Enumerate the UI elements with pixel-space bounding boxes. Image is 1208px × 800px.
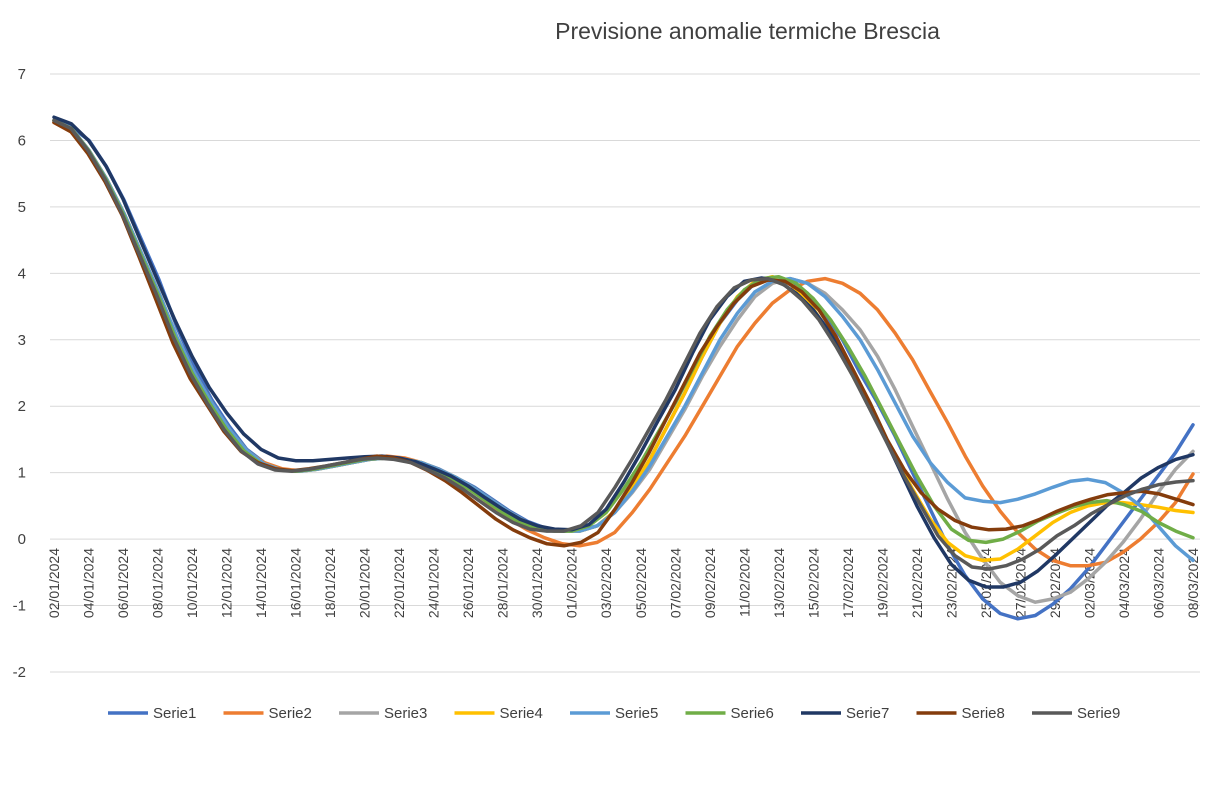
x-tick-label: 13/02/2024 <box>771 548 787 618</box>
x-tick-label: 21/02/2024 <box>909 548 925 618</box>
legend-label: Serie4 <box>500 705 543 722</box>
chart-title: Previsione anomalie termiche Brescia <box>555 18 940 44</box>
legend-label: Serie2 <box>269 705 312 722</box>
x-tick-label: 17/02/2024 <box>840 548 856 618</box>
legend: Serie1 Serie2 Serie3 Serie4 Serie5 Serie6 Seri… <box>108 705 1120 722</box>
y-tick-label: 7 <box>18 66 26 83</box>
x-tick-label: 08/03/2024 <box>1185 548 1201 618</box>
x-tick-label: 10/01/2024 <box>184 548 200 618</box>
series-line-serie5 <box>52 118 1195 563</box>
legend-label: Serie9 <box>1077 705 1120 722</box>
series-line-serie7 <box>52 115 1195 589</box>
x-tick-label: 11/02/2024 <box>736 548 752 617</box>
x-tick-label: 20/01/2024 <box>357 548 373 618</box>
x-tick-label: 02/01/2024 <box>46 548 62 618</box>
x-tick-label: 06/03/2024 <box>1150 548 1166 618</box>
legend-label: Serie8 <box>962 705 1005 722</box>
y-tick-label: 4 <box>18 265 26 282</box>
x-tick-label: 23/02/2024 <box>943 548 959 618</box>
legend-item-serie1: Serie1 <box>108 705 196 722</box>
legend-item-serie3: Serie3 <box>339 705 427 722</box>
y-tick-label: 6 <box>18 132 26 149</box>
x-tick-label: 26/01/2024 <box>460 548 476 618</box>
x-tick-label: 28/01/2024 <box>495 548 511 618</box>
x-tick-label: 03/02/2024 <box>598 548 614 618</box>
x-tick-label: 19/02/2024 <box>874 548 890 618</box>
x-tick-label: 06/01/2024 <box>115 548 131 618</box>
legend-item-serie6: Serie6 <box>685 705 774 722</box>
x-tick-label: 14/01/2024 <box>253 548 269 618</box>
x-tick-label: 30/01/2024 <box>529 548 545 618</box>
legend-item-serie5: Serie5 <box>570 705 658 722</box>
x-tick-label: 18/01/2024 <box>322 548 338 618</box>
y-tick-label: -2 <box>13 664 26 681</box>
x-tick-label: 04/03/2024 <box>1116 548 1132 618</box>
x-tick-label: 07/02/2024 <box>667 548 683 618</box>
series-line-serie9 <box>52 118 1195 571</box>
x-tick-label: 04/01/2024 <box>81 548 97 618</box>
legend-item-serie4: Serie4 <box>454 705 543 722</box>
legend-label: Serie3 <box>384 705 427 722</box>
legend-item-serie9: Serie9 <box>1032 705 1120 722</box>
x-axis-ticks: 02/01/2024 04/01/2024 06/01/2024 08/01/2024… <box>46 548 1201 618</box>
legend-label: Serie1 <box>153 705 196 722</box>
y-tick-label: 0 <box>18 531 26 548</box>
y-axis-ticks: -2 -1 0 1 2 3 4 5 6 7 <box>13 66 26 681</box>
legend-item-serie7: Serie7 <box>801 705 889 722</box>
legend-label: Serie6 <box>731 705 774 722</box>
x-tick-label: 12/01/2024 <box>219 548 235 618</box>
series-lines <box>52 115 1195 621</box>
legend-label: Serie5 <box>615 705 658 722</box>
x-tick-label: 08/01/2024 <box>150 548 166 618</box>
x-tick-label: 15/02/2024 <box>805 548 821 618</box>
x-tick-label: 16/01/2024 <box>288 548 304 618</box>
y-tick-label: 2 <box>18 398 26 415</box>
x-tick-label: 24/01/2024 <box>426 548 442 618</box>
y-tick-label: -1 <box>13 598 26 615</box>
legend-item-serie8: Serie8 <box>916 705 1005 722</box>
x-tick-label: 22/01/2024 <box>391 548 407 618</box>
legend-label: Serie7 <box>846 705 889 722</box>
legend-item-serie2: Serie2 <box>223 705 312 722</box>
y-tick-label: 5 <box>18 199 26 216</box>
y-tick-label: 3 <box>18 332 26 349</box>
grid-lines <box>50 73 1200 673</box>
x-tick-label: 09/02/2024 <box>702 548 718 618</box>
x-tick-label: 05/02/2024 <box>633 548 649 618</box>
x-tick-label: 01/02/2024 <box>564 548 580 618</box>
y-tick-label: 1 <box>18 465 26 482</box>
